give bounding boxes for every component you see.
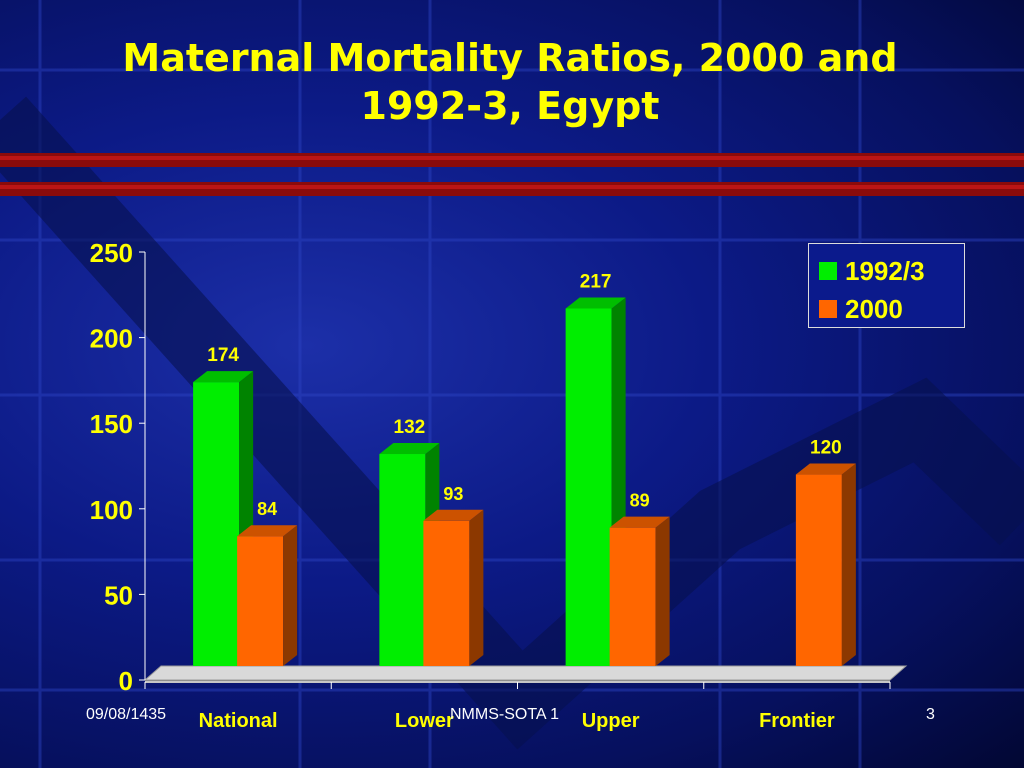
bar-2000-frontier: [795, 463, 856, 666]
chart-axes: 0 50 100 150 200 250: [90, 238, 908, 696]
data-label-2000-national: 84: [257, 499, 277, 519]
y-tick-label: 250: [90, 238, 133, 268]
x-tick-label-upper: Upper: [582, 710, 640, 732]
x-tick-label-national: National: [199, 710, 278, 732]
bar-1992-3-upper: [565, 297, 626, 666]
data-label-2000-upper: 89: [630, 491, 650, 511]
data-label-2000-frontier: 120: [810, 438, 842, 459]
y-tick-label: 0: [119, 666, 133, 696]
data-label-1992-3-upper: 217: [580, 271, 612, 292]
bar-front: [423, 520, 470, 666]
data-label-2000-lower: 93: [443, 484, 463, 504]
y-tick-label: 100: [90, 495, 133, 525]
data-label-1992-3-national: 174: [207, 345, 239, 366]
footer-date: 09/08/1435: [86, 706, 167, 723]
legend-item-1992: 1992/3: [819, 256, 925, 286]
chart-legend: 1992/3 2000: [808, 243, 965, 328]
bar-2000-national: [237, 525, 298, 666]
bar-front: [795, 474, 842, 666]
bar-top: [423, 509, 484, 521]
y-tick-label: 50: [104, 580, 133, 610]
bar-top: [565, 297, 626, 309]
bar-2000-upper: [609, 516, 670, 666]
bar-front: [237, 536, 284, 666]
bar-side: [283, 525, 298, 666]
bar-top: [795, 463, 856, 475]
data-label-1992-3-lower: 132: [394, 417, 426, 438]
bar-2000-lower: [423, 509, 484, 666]
bar-front: [565, 308, 612, 666]
slide-title: Maternal Mortality Ratios, 2000 and 1992…: [122, 36, 898, 128]
y-tick-label: 200: [90, 324, 133, 354]
x-tick-label-frontier: Frontier: [759, 710, 835, 732]
legend-label-2000: 2000: [845, 293, 903, 324]
bar-front: [379, 454, 426, 666]
bar-side: [841, 463, 856, 666]
legend-swatch-1992: [819, 262, 837, 280]
x-tick-label-lower: Lower: [395, 710, 454, 732]
chart-bars: [193, 297, 856, 666]
bar-top: [193, 371, 254, 383]
bar-front: [193, 382, 240, 666]
page-number: 3: [926, 706, 935, 723]
legend-swatch-2000: [819, 300, 837, 318]
bar-top: [379, 443, 440, 455]
chart-floor: [143, 665, 908, 681]
bar-side: [469, 509, 484, 666]
chart-labels: National Lower Upper Frontier 174 132 217 84 93 8…: [199, 271, 842, 732]
bar-top: [237, 525, 298, 537]
background-zigzag: [0, 96, 1024, 750]
legend-label-1992: 1992/3: [845, 255, 925, 286]
footer-center-text: NMMS-SOTA 1: [450, 706, 560, 723]
legend-item-2000: 2000: [819, 294, 903, 324]
y-tick-label: 150: [90, 409, 133, 439]
bar-side: [655, 516, 670, 666]
bar-top: [609, 516, 670, 528]
bar-front: [609, 527, 656, 666]
